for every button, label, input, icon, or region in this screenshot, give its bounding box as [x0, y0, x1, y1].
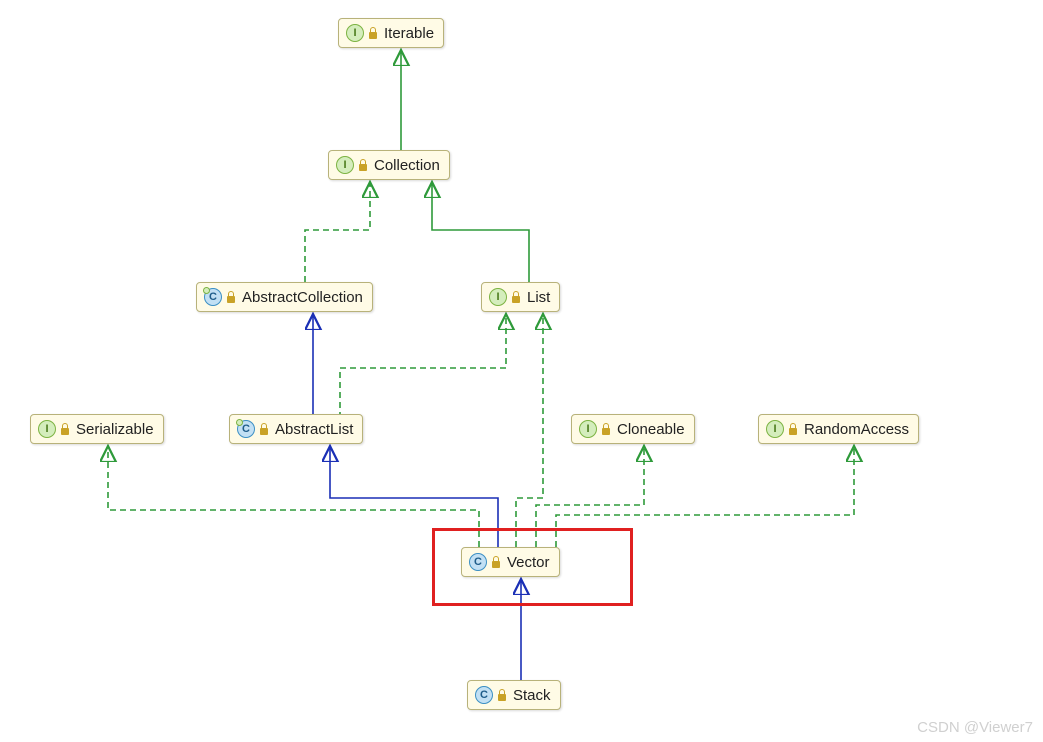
watermark: CSDN @Viewer7	[917, 719, 1033, 736]
node-label: Iterable	[384, 25, 434, 42]
edge-list-collection	[432, 182, 529, 282]
lock-icon	[511, 291, 521, 303]
node-abscoll: C AbstractCollection	[196, 282, 373, 312]
lock-icon	[60, 423, 70, 435]
edges-layer	[0, 0, 1043, 742]
node-label: Vector	[507, 554, 550, 571]
node-label: Serializable	[76, 421, 154, 438]
node-label: AbstractCollection	[242, 289, 363, 306]
edge-vector-serial	[108, 446, 479, 547]
node-stack: C Stack	[467, 680, 561, 710]
node-list: I List	[481, 282, 560, 312]
type-icon: I	[489, 288, 507, 306]
type-icon: C	[237, 420, 255, 438]
node-vector: C Vector	[461, 547, 560, 577]
type-icon: I	[579, 420, 597, 438]
type-icon: I	[346, 24, 364, 42]
node-label: AbstractList	[275, 421, 353, 438]
edge-vector-cloneable	[536, 446, 644, 547]
edge-vector-random	[556, 446, 854, 547]
lock-icon	[259, 423, 269, 435]
edge-vector-abslist	[330, 446, 498, 547]
node-label: List	[527, 289, 550, 306]
node-label: Collection	[374, 157, 440, 174]
edge-abslist-list	[340, 314, 506, 418]
lock-icon	[368, 27, 378, 39]
lock-icon	[788, 423, 798, 435]
type-icon: C	[469, 553, 487, 571]
node-random: I RandomAccess	[758, 414, 919, 444]
type-icon: I	[766, 420, 784, 438]
node-collection: I Collection	[328, 150, 450, 180]
type-icon: C	[475, 686, 493, 704]
lock-icon	[226, 291, 236, 303]
type-icon: I	[336, 156, 354, 174]
edge-vector-list	[516, 314, 543, 547]
node-label: Stack	[513, 687, 551, 704]
lock-icon	[601, 423, 611, 435]
lock-icon	[491, 556, 501, 568]
node-serial: I Serializable	[30, 414, 164, 444]
node-iterable: I Iterable	[338, 18, 444, 48]
edge-abscoll-collection	[305, 182, 370, 282]
node-abslist: C AbstractList	[229, 414, 363, 444]
node-label: Cloneable	[617, 421, 685, 438]
type-icon: C	[204, 288, 222, 306]
node-label: RandomAccess	[804, 421, 909, 438]
lock-icon	[497, 689, 507, 701]
node-cloneable: I Cloneable	[571, 414, 695, 444]
type-icon: I	[38, 420, 56, 438]
lock-icon	[358, 159, 368, 171]
